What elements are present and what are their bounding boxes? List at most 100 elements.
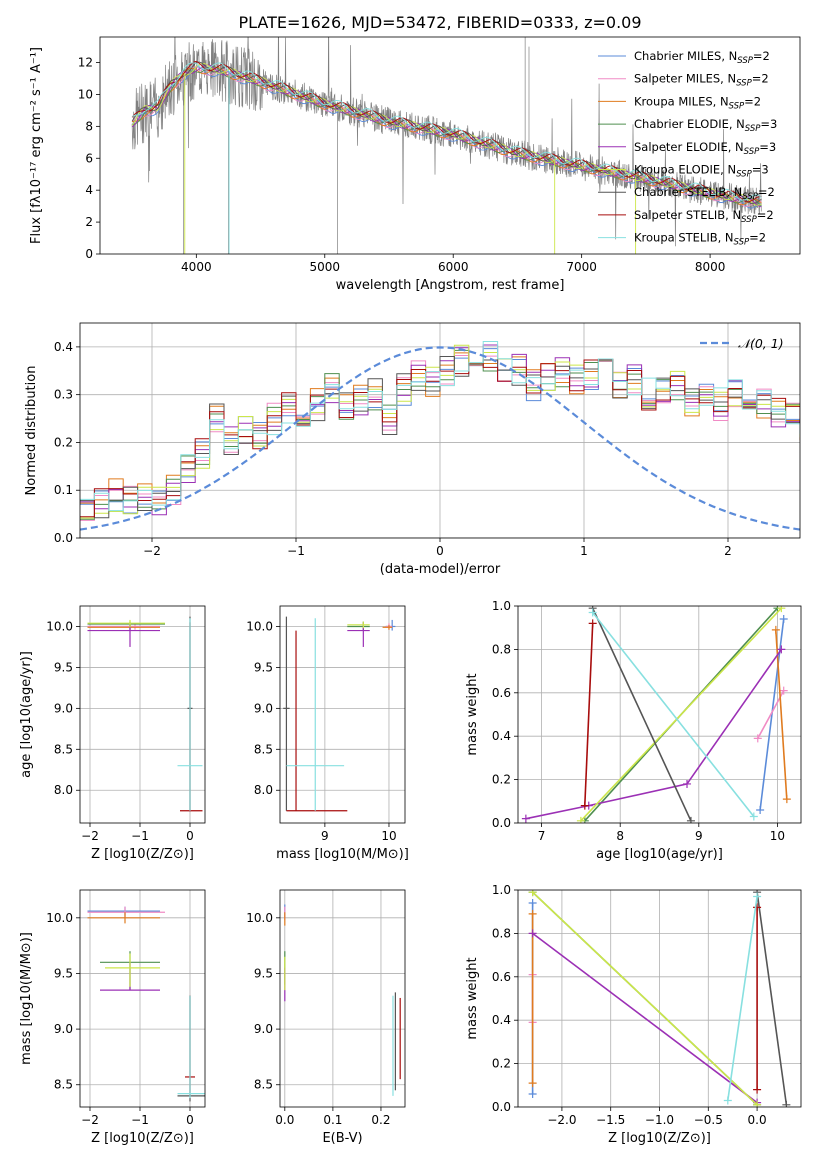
weight-line-4: [532, 932, 758, 1104]
weight-line-7: [584, 623, 594, 806]
residual-histogram-3: [80, 349, 800, 520]
weight-line-6: [591, 607, 692, 822]
x-tick-label: −2: [81, 829, 99, 843]
axes-frame: [79, 322, 801, 539]
legend-subscript: SSP: [734, 238, 750, 248]
y-tick-label: 8.5: [254, 742, 273, 756]
axes-frame: [79, 889, 206, 1108]
weight-marker-8: [749, 812, 758, 821]
legend-label-7: Salpeter STELIB, NSSP=2: [634, 208, 774, 225]
x-tick-label: −0.5: [694, 1113, 723, 1127]
y-tick-label: 9.5: [54, 966, 73, 980]
y-tick-label: 9.0: [54, 1022, 73, 1036]
mass_vs_z-axes: −2 −1 0 8.5 9.0 9.5 10.0 Z [log10(Z/Z⊙)] mass [l…: [19, 889, 206, 1146]
y-tick-label: 2: [85, 215, 93, 229]
mass_vs_ebv-plot-area: [280, 890, 405, 1107]
y-tick-label: 0.0: [54, 531, 73, 545]
y-tick-label: 10: [78, 87, 93, 101]
x-axis-label: mass [log10(M/M⊙)]: [276, 847, 409, 862]
weight-line-0: [759, 618, 785, 811]
spectrum-plot-area: [131, 37, 762, 254]
legend-suffix: =2: [758, 185, 775, 199]
legend-label-2: Kroupa MILES, NSSP=2: [634, 94, 761, 111]
y-tick-label: 10.0: [46, 911, 73, 925]
y-tick-label: 10.0: [246, 911, 273, 925]
weight-line-8: [592, 612, 755, 817]
weight-marker-6: [686, 816, 695, 823]
figure-title: PLATE=1626, MJD=53472, FIBERID=0333, z=0…: [238, 13, 641, 32]
y-tick-label: 9.5: [254, 660, 273, 674]
legend-label-8: Kroupa STELIB, NSSP=2: [634, 231, 766, 248]
x-tick-label: 0: [186, 1113, 194, 1127]
x-tick-label: 10: [381, 829, 396, 843]
residual-histogram-4: [80, 344, 800, 516]
x-tick-label: 0.2: [371, 1113, 390, 1127]
x-tick-label: 7000: [566, 260, 597, 274]
axes-frame: [279, 889, 406, 1108]
weight_vs_age-axes: 7 8 9 10 0.0 0.2 0.4 0.6 0.8 1.0 age [log10(age/yr…: [465, 599, 802, 862]
residuals-plot-area: [80, 323, 800, 538]
weight-marker-5: [777, 606, 786, 613]
y-axis-label: Flux [fλ10⁻¹⁷ erg cm⁻² s⁻¹ A⁻¹]: [29, 47, 44, 244]
legend-subscript: SSP: [741, 215, 757, 225]
x-tick-label: 8: [616, 829, 624, 843]
x-axis-label: (data-model)/error: [380, 562, 501, 577]
weight-marker-8: [588, 608, 597, 617]
weight-marker-0: [528, 899, 537, 908]
axes-frame: [79, 605, 206, 824]
weight-marker-8: [753, 892, 762, 901]
legend-subscript: SSP: [744, 147, 760, 157]
residual-histogram-5: [80, 344, 800, 519]
weight-marker-7: [753, 1085, 762, 1094]
weight-marker-4: [521, 814, 530, 823]
weight-marker-2: [771, 625, 780, 634]
axes-frame: [517, 605, 802, 824]
weight-line-6: [756, 892, 788, 1105]
weight-line-5: [580, 607, 782, 822]
model-spectrum-8: [131, 62, 762, 201]
legend-subscript: SSP: [742, 192, 758, 202]
weight-marker-5: [753, 1100, 762, 1107]
weight-line-4: [525, 648, 782, 820]
y-tick-label: 1.0: [492, 883, 511, 897]
y-tick-label: 8.0: [54, 783, 73, 797]
weight-marker-5: [576, 816, 585, 823]
legend-subscript: SSP: [729, 101, 745, 111]
legend-label-1: Salpeter MILES, NSSP=2: [634, 72, 769, 89]
y-tick-label: 0.4: [492, 1013, 511, 1027]
x-tick-label: 7: [538, 829, 546, 843]
legend-suffix: =2: [744, 94, 761, 108]
y-tick-label: 0.0: [492, 816, 511, 830]
x-axis-label: Z [log10(Z/Z⊙)]: [91, 847, 194, 862]
y-tick-label: 0.2: [492, 1057, 511, 1071]
x-tick-label: 1: [580, 544, 588, 558]
y-tick-label: 0.6: [492, 970, 511, 984]
legend-suffix: =2: [757, 208, 774, 222]
y-tick-label: 10.0: [246, 619, 273, 633]
x-tick-label: −1: [131, 1113, 149, 1127]
legend-subscript: SSP: [737, 56, 753, 66]
y-tick-label: 9.5: [254, 966, 273, 980]
legend-subscript: SSP: [736, 79, 752, 89]
x-tick-label: 8000: [695, 260, 726, 274]
weight_vs_age-plot-area: [518, 606, 801, 823]
weight-marker-4: [528, 929, 537, 938]
weight-marker-1: [779, 686, 788, 695]
x-tick-label: 6000: [438, 260, 469, 274]
gaussian-curve: [80, 346, 800, 531]
y-tick-label: 0.4: [492, 729, 511, 743]
axes-frame: [99, 36, 801, 255]
mass_vs_z-plot-area: [80, 890, 205, 1107]
age_vs_mass-plot-area: [280, 606, 405, 823]
x-axis-label: Z [log10(Z/Z⊙)]: [91, 1131, 194, 1146]
x-axis-label: wavelength [Angstrom, rest frame]: [336, 278, 565, 293]
y-tick-label: 0.8: [492, 642, 511, 656]
legend-label-0: Chabrier MILES, NSSP=2: [634, 49, 770, 66]
x-tick-label: −2: [143, 544, 161, 558]
legend-subscript: SSP: [736, 170, 752, 180]
residual-histogram-1: [80, 355, 800, 521]
y-tick-label: 6: [85, 151, 93, 165]
residual-histogram-0: [80, 348, 800, 514]
y-axis-label: mass weight: [465, 673, 480, 755]
